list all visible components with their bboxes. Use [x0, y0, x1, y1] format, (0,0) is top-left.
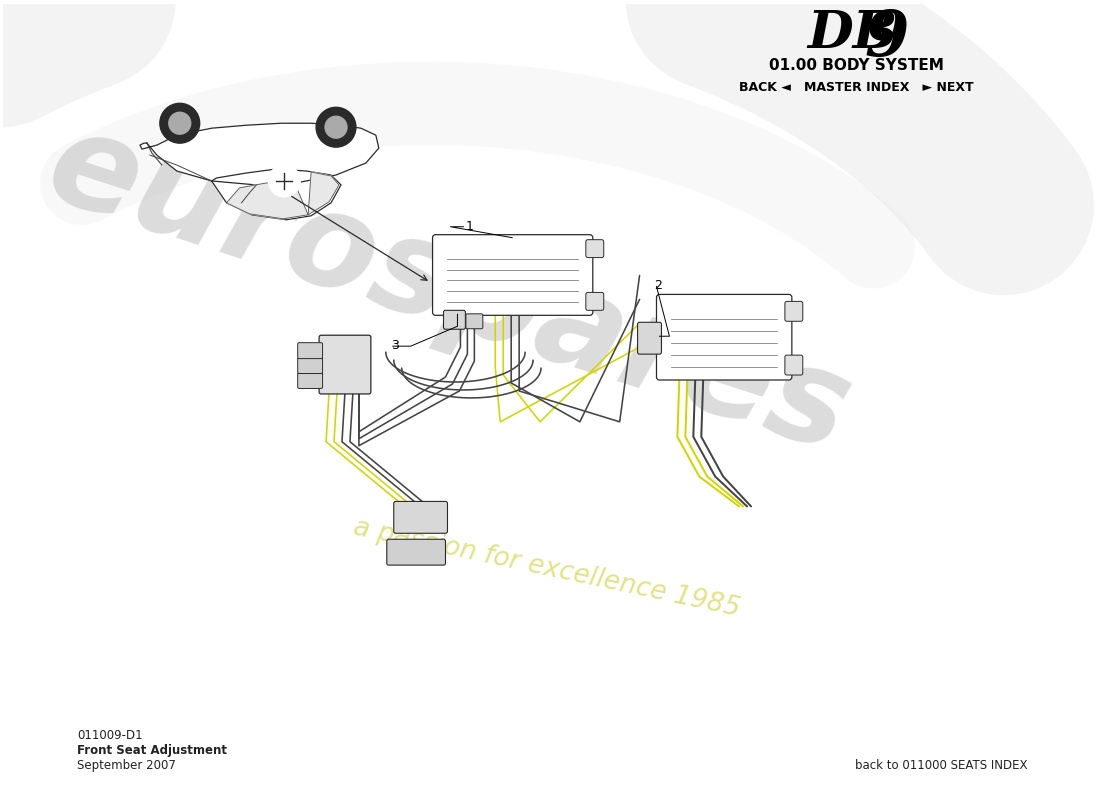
Text: Front Seat Adjustment: Front Seat Adjustment — [77, 744, 228, 757]
Polygon shape — [211, 169, 341, 220]
Circle shape — [268, 165, 300, 197]
FancyBboxPatch shape — [466, 314, 483, 329]
Circle shape — [326, 116, 346, 138]
Text: eurospares: eurospares — [33, 100, 866, 478]
FancyBboxPatch shape — [638, 322, 661, 354]
Text: 2: 2 — [654, 279, 662, 293]
FancyBboxPatch shape — [319, 335, 371, 394]
FancyBboxPatch shape — [785, 302, 803, 322]
FancyBboxPatch shape — [443, 310, 465, 330]
FancyBboxPatch shape — [298, 342, 322, 358]
FancyBboxPatch shape — [387, 539, 446, 565]
Text: 01.00 BODY SYSTEM: 01.00 BODY SYSTEM — [769, 58, 944, 73]
Text: 011009-D1: 011009-D1 — [77, 729, 143, 742]
Polygon shape — [308, 172, 339, 214]
Text: 9: 9 — [865, 8, 909, 70]
Polygon shape — [227, 183, 308, 218]
FancyBboxPatch shape — [298, 373, 322, 389]
FancyBboxPatch shape — [394, 502, 448, 534]
FancyBboxPatch shape — [657, 294, 792, 380]
Text: back to 011000 SEATS INDEX: back to 011000 SEATS INDEX — [855, 758, 1027, 772]
FancyBboxPatch shape — [586, 293, 604, 310]
FancyBboxPatch shape — [586, 240, 604, 258]
Text: a passion for excellence 1985: a passion for excellence 1985 — [351, 514, 742, 622]
Circle shape — [316, 107, 356, 147]
FancyBboxPatch shape — [432, 234, 593, 315]
FancyBboxPatch shape — [785, 355, 803, 375]
Text: DB: DB — [806, 8, 898, 59]
Polygon shape — [140, 123, 378, 185]
FancyBboxPatch shape — [298, 358, 322, 374]
Text: September 2007: September 2007 — [77, 758, 176, 772]
Circle shape — [168, 112, 190, 134]
Circle shape — [160, 103, 200, 143]
Text: 1: 1 — [465, 220, 473, 233]
Text: 3: 3 — [390, 339, 398, 352]
Text: BACK ◄   MASTER INDEX   ► NEXT: BACK ◄ MASTER INDEX ► NEXT — [739, 81, 974, 94]
